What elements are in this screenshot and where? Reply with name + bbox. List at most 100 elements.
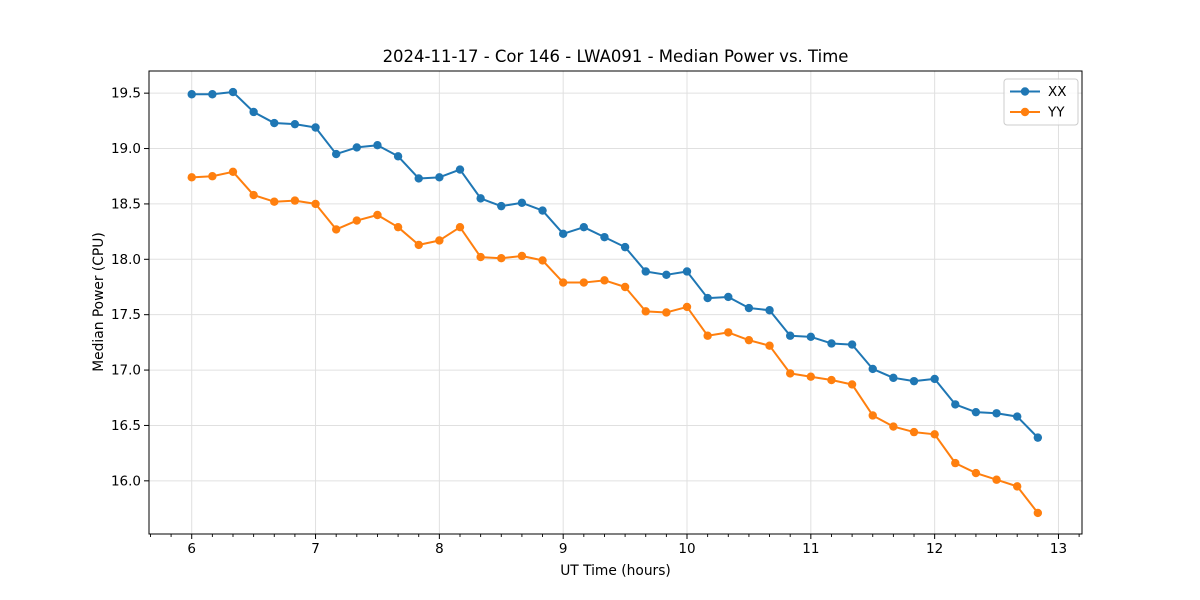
data-point-xx xyxy=(373,141,382,150)
x-tick-label: 9 xyxy=(559,541,568,557)
data-point-yy xyxy=(682,302,692,312)
data-point-xx xyxy=(249,107,258,117)
data-point-yy xyxy=(352,216,362,225)
y-tick-label: 18.5 xyxy=(111,196,141,212)
data-point-yy xyxy=(992,475,1001,484)
data-point-yy xyxy=(476,252,485,262)
data-point-xx xyxy=(662,270,671,280)
data-point-xx xyxy=(455,165,465,174)
data-point-yy xyxy=(1033,508,1043,518)
legend-sample-marker xyxy=(1020,107,1030,117)
data-point-yy xyxy=(187,173,196,182)
series-line-yy xyxy=(191,170,1039,514)
data-point-xx xyxy=(930,374,939,384)
x-tick-label: 6 xyxy=(187,541,196,557)
data-point-xx xyxy=(476,194,485,203)
y-tick-label: 19.0 xyxy=(111,141,141,157)
data-point-xx xyxy=(331,149,341,159)
data-point-xx xyxy=(827,339,836,348)
data-point-yy xyxy=(455,222,465,232)
data-point-xx xyxy=(187,90,196,99)
y-tick-label: 18.0 xyxy=(111,252,141,268)
data-point-yy xyxy=(703,331,712,340)
x-tick-label: 12 xyxy=(926,541,943,557)
data-point-yy xyxy=(249,190,258,200)
x-axis-label: UT Time (hours) xyxy=(560,563,671,579)
legend-sample-marker xyxy=(1020,87,1030,96)
legend-item-label: YY xyxy=(1047,105,1065,121)
y-tick-label: 16.0 xyxy=(111,473,141,489)
data-point-yy xyxy=(827,375,836,385)
data-point-yy xyxy=(373,210,382,220)
data-point-yy xyxy=(538,256,547,265)
data-point-yy xyxy=(393,222,403,232)
data-point-xx xyxy=(992,409,1001,418)
data-point-yy xyxy=(806,372,816,381)
data-point-xx xyxy=(270,118,279,128)
data-point-yy xyxy=(930,430,939,439)
data-point-xx xyxy=(579,222,589,232)
data-point-xx xyxy=(414,174,423,183)
data-point-xx xyxy=(868,364,877,374)
data-point-yy xyxy=(951,458,960,468)
data-point-xx xyxy=(1013,412,1022,421)
series-line-xx xyxy=(191,91,1039,439)
data-point-xx xyxy=(951,400,960,409)
data-point-yy xyxy=(435,236,444,245)
data-point-yy xyxy=(641,307,650,316)
chart-title: 2024-11-17 - Cor 146 - LWA091 - Median P… xyxy=(382,47,849,66)
data-point-xx xyxy=(889,373,898,383)
data-point-yy xyxy=(744,335,754,345)
x-tick-label: 8 xyxy=(435,541,444,557)
data-point-xx xyxy=(682,267,692,276)
data-point-yy xyxy=(579,278,589,287)
data-point-xx xyxy=(393,152,403,161)
data-point-yy xyxy=(331,225,341,234)
x-tick-label: 7 xyxy=(311,541,320,557)
y-tick-label: 17.5 xyxy=(111,307,141,323)
data-point-xx xyxy=(290,119,300,129)
data-point-yy xyxy=(909,427,919,437)
y-tick-label: 16.5 xyxy=(111,418,141,434)
data-point-yy xyxy=(208,172,217,181)
data-point-yy xyxy=(414,240,423,250)
data-point-yy xyxy=(290,196,300,205)
data-point-yy xyxy=(765,341,774,350)
data-point-yy xyxy=(847,380,857,389)
data-point-yy xyxy=(971,468,981,478)
data-point-xx xyxy=(228,87,238,97)
data-point-yy xyxy=(889,422,898,431)
data-point-yy xyxy=(311,199,320,209)
data-point-xx xyxy=(971,407,981,417)
data-point-xx xyxy=(909,376,919,386)
data-point-yy xyxy=(724,328,733,337)
data-point-yy xyxy=(620,282,630,292)
data-point-yy xyxy=(558,278,568,287)
y-tick-label: 17.0 xyxy=(111,363,141,379)
data-point-xx xyxy=(311,123,320,132)
data-point-yy xyxy=(785,369,795,378)
data-point-xx xyxy=(724,292,733,302)
data-point-yy xyxy=(228,167,238,176)
data-point-xx xyxy=(435,173,444,182)
data-point-xx xyxy=(208,90,217,99)
data-point-xx xyxy=(703,293,712,303)
x-tick-label: 13 xyxy=(1050,541,1067,557)
data-point-xx xyxy=(806,332,816,342)
data-point-yy xyxy=(600,276,609,285)
plot-border xyxy=(148,70,1083,535)
data-point-yy xyxy=(868,411,877,420)
data-point-xx xyxy=(517,198,527,208)
legend-box xyxy=(1003,78,1079,126)
data-point-yy xyxy=(662,308,671,317)
data-point-yy xyxy=(1013,482,1022,491)
data-point-xx xyxy=(765,306,774,315)
x-tick-label: 10 xyxy=(678,541,695,557)
data-point-xx xyxy=(558,229,568,239)
data-point-xx xyxy=(744,303,754,313)
y-tick-label: 19.5 xyxy=(111,86,141,102)
data-point-yy xyxy=(497,253,506,263)
data-point-xx xyxy=(352,143,362,152)
